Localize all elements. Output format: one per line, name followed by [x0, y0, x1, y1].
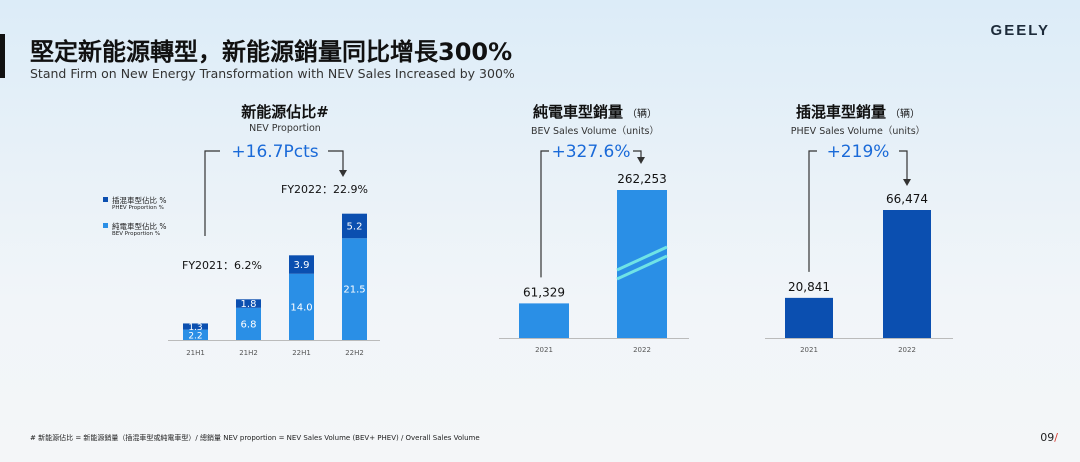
xtick-22H1: 22H1: [292, 349, 311, 357]
phev-bar-2021: [785, 297, 833, 338]
legend-phev-label: 插混車型佔比 %: [112, 196, 167, 205]
legend-bev-label-en: BEV Proportion %: [112, 231, 161, 238]
title-accent-bar: [0, 34, 5, 78]
label-bev-21H1: 2.2: [188, 331, 202, 341]
xtick-21H2: 21H2: [239, 349, 258, 357]
page-subtitle: Stand Firm on New Energy Transformation …: [30, 66, 515, 81]
bev-bracket-left: [540, 150, 549, 278]
legend-bev-swatch: [103, 223, 108, 228]
bar-phev-21H2: [236, 299, 261, 308]
bev-value-2021: 61,329: [523, 285, 565, 299]
label-phev-21H2: 1.8: [241, 299, 257, 310]
bar-bev-22H1: [289, 273, 314, 340]
brand-logo: GEELY: [990, 22, 1050, 39]
bev-bracket-right: [633, 150, 642, 158]
bar-phev-21H1: [183, 323, 208, 330]
label-phev-22H1: 3.9: [294, 260, 310, 271]
bev-break-mark-1: [616, 245, 668, 272]
chart3-title: 插混車型銷量 （辆）: [758, 101, 958, 122]
chart-nev-proportion: 2.21.3 21H1 6.8 1.8 21H2 14.0 3.9 22H1 21.5 5.2 22…: [168, 142, 380, 357]
legend-phev-label-en: PHEV Proportion %: [112, 205, 164, 212]
label-bev-22H1: 14.0: [290, 302, 312, 313]
chart1-title: 新能源佔比#: [241, 103, 329, 121]
xtick-22H2: 22H2: [345, 349, 364, 357]
bev-arrow-head: [637, 157, 645, 164]
phev-value-2021: 20,841: [788, 280, 830, 294]
chart1-subtitle: NEV Proportion: [249, 123, 321, 134]
growth-bracket-right: [328, 150, 344, 171]
chart-bev-sales: 61,329 2021 262,253 2022 +327.6%: [499, 142, 689, 354]
label-bev-22H2: 21.5: [343, 285, 365, 296]
chart2-title-unit: （辆）: [627, 109, 657, 120]
bev-growth-label: +327.6%: [551, 142, 630, 162]
growth-arrow-head: [339, 170, 347, 177]
page-number-value: 09: [1040, 431, 1055, 444]
xtick-21H1: 21H1: [186, 349, 205, 357]
phev-bracket-left: [808, 150, 817, 272]
phev-xtick-2022: 2022: [898, 346, 916, 354]
chart3-title-text: 插混車型銷量: [795, 103, 886, 121]
legend-bev: 純電車型佔比 % BEV Proportion %: [103, 222, 167, 238]
phev-arrow-head: [903, 179, 911, 186]
phev-xtick-2021: 2021: [800, 346, 818, 354]
growth-label-nev: +16.7Pcts: [231, 142, 318, 162]
bev-bar-2022: [617, 190, 667, 338]
label-bev-21H2: 6.8: [241, 319, 257, 330]
phev-growth-label: +219%: [827, 142, 890, 162]
bev-bar-2021: [519, 303, 569, 338]
bev-xtick-2021: 2021: [535, 346, 553, 354]
growth-bracket-left: [204, 150, 220, 236]
phev-bracket-right: [899, 150, 908, 180]
phev-value-2022: 66,474: [886, 192, 928, 206]
annotation-fy2021: FY2021：6.2%: [182, 259, 262, 272]
bev-break-mark-2: [616, 254, 668, 281]
legend-bev-label: 純電車型佔比 %: [112, 222, 167, 231]
label-phev-21H1: 1.3: [188, 323, 202, 333]
footnote: # 新能源佔比 = 新能源銷量（插混車型或純電車型）/ 總銷量 NEV prop…: [30, 434, 480, 442]
page-number: 09/: [1040, 431, 1058, 444]
page-title: 堅定新能源轉型，新能源銷量同比增長300%: [30, 38, 513, 66]
bar-bev-21H1: [183, 329, 208, 340]
page-number-slash: /: [1054, 431, 1058, 444]
annotation-fy2022: FY2022：22.9%: [281, 183, 368, 196]
chart3-title-unit: （辆）: [890, 109, 920, 120]
chart-phev-sales: 20,841 2021 66,474 2022 +219%: [765, 142, 953, 354]
chart2-subtitle: BEV Sales Volume（units）: [530, 126, 660, 137]
chart2-title-text: 純電車型銷量: [532, 103, 623, 121]
legend-phev: 插混車型佔比 % PHEV Proportion %: [103, 196, 167, 212]
bar-phev-22H1: [289, 255, 314, 274]
chart2-title: 純電車型銷量 （辆）: [495, 101, 695, 122]
legend-phev-swatch: [103, 197, 108, 202]
phev-bar-2022: [883, 210, 931, 338]
label-phev-22H2: 5.2: [347, 221, 363, 232]
bev-value-2022: 262,253: [617, 172, 667, 186]
bev-xtick-2022: 2022: [633, 346, 651, 354]
bar-phev-22H2: [342, 213, 367, 239]
bar-bev-22H2: [342, 238, 367, 340]
bar-bev-21H2: [236, 307, 261, 340]
chart3-subtitle: PHEV Sales Volume（units）: [790, 126, 926, 137]
